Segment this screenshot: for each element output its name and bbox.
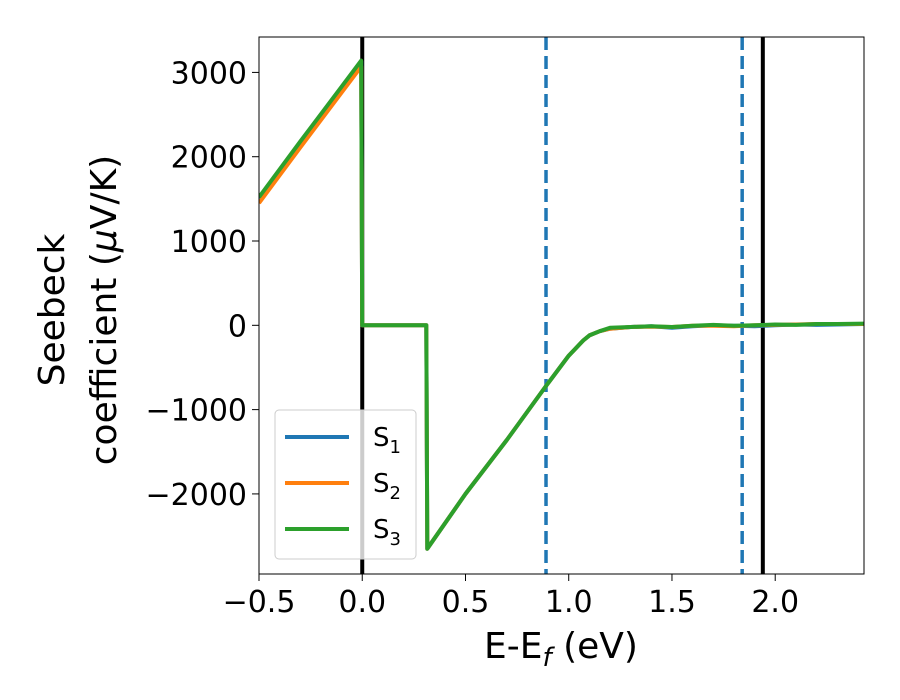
y-axis-title-line1: Seebeck: [32, 233, 73, 386]
reference-lines: [360, 37, 765, 574]
x-axis: −0.5 0.0 0.5 1.0 1.5 2.0: [223, 574, 799, 620]
y-tick-label: 2000: [171, 141, 247, 176]
y-tick-label: −1000: [146, 394, 247, 429]
legend-label-s1: S1: [373, 423, 401, 458]
legend-label-s2: S2: [373, 469, 401, 504]
legend: S1 S2 S3: [274, 409, 417, 560]
series-line-s3: [259, 58, 864, 551]
x-axis-title: E-Ef (eV): [484, 626, 638, 673]
x-tick-label: 0.5: [442, 585, 490, 620]
legend-label-s3: S3: [373, 515, 401, 550]
x-tick-label: 0.0: [338, 585, 386, 620]
x-tick-label: −0.5: [223, 585, 296, 620]
y-tick-label: −2000: [146, 478, 247, 513]
plot-frame: [258, 36, 865, 575]
y-tick-label: 1000: [171, 225, 247, 260]
x-tick-label: 1.0: [545, 585, 593, 620]
series-layer: [259, 58, 864, 551]
y-axis-title: Seebeck coefficient (μV/K): [32, 155, 125, 465]
y-tick-label: 0: [228, 309, 247, 344]
x-tick-label: 1.5: [648, 585, 696, 620]
y-axis-title-line2: coefficient (μV/K): [84, 155, 125, 465]
y-axis: −2000 −1000 0 1000 2000 3000: [146, 56, 259, 513]
y-axis-title-mu: μ: [84, 229, 125, 253]
x-tick-label: 2.0: [751, 585, 799, 620]
y-tick-label: 3000: [171, 56, 247, 91]
